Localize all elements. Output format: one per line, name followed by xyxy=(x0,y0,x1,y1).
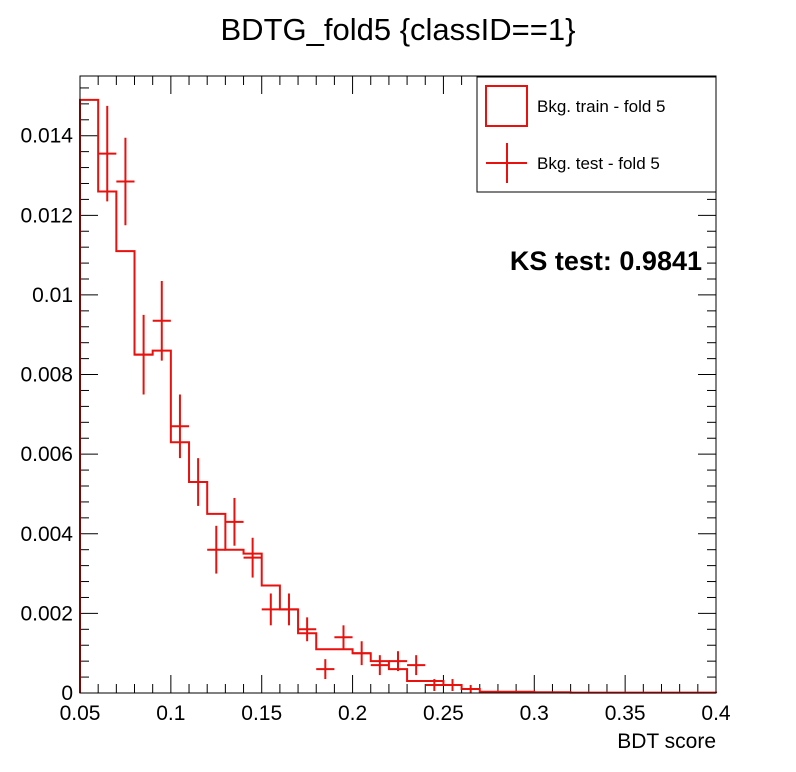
x-tick-label: 0.35 xyxy=(605,702,646,725)
legend-box xyxy=(476,76,717,193)
chart-title: BDTG_fold5 {classID==1} xyxy=(221,12,576,47)
y-tick-label: 0.014 xyxy=(20,125,73,148)
y-tick-label: 0.004 xyxy=(20,523,73,546)
test-point xyxy=(261,593,280,626)
test-point xyxy=(370,655,389,676)
test-point xyxy=(170,394,190,459)
x-tick-label: 0.15 xyxy=(241,702,282,725)
train-histogram xyxy=(79,98,717,694)
test-point xyxy=(98,105,117,202)
test-point xyxy=(352,641,371,666)
x-axis-title: BDT score xyxy=(617,730,716,753)
x-tick-label: 0.2 xyxy=(338,702,367,725)
legend: Bkg. train - fold 5 Bkg. test - fold 5 xyxy=(476,76,717,193)
test-point xyxy=(225,497,244,546)
x-tick-label: 0.25 xyxy=(423,702,464,725)
x-tick-label: 0.4 xyxy=(701,702,731,725)
y-tick-label: 0.002 xyxy=(20,602,73,625)
x-tick-label: 0.05 xyxy=(60,702,101,725)
test-point xyxy=(279,593,299,626)
y-tick-label: 0.01 xyxy=(32,284,73,307)
y-tick-labels: 0 0.002 0.004 0.006 0.008 0.01 0.012 0.014 xyxy=(20,125,73,705)
test-point xyxy=(461,685,480,693)
legend-train-label: Bkg. train - fold 5 xyxy=(537,97,666,116)
test-point xyxy=(134,314,153,395)
legend-test-label: Bkg. test - fold 5 xyxy=(537,154,660,173)
legend-train-swatch xyxy=(485,85,528,127)
y-tick-label: 0.008 xyxy=(20,364,73,387)
test-point xyxy=(443,679,462,692)
test-points xyxy=(98,105,480,693)
x-tick-label: 0.3 xyxy=(520,702,549,725)
train-histogram-outline xyxy=(79,98,717,694)
test-point xyxy=(243,537,262,578)
y-tick-label: 0 xyxy=(61,682,73,705)
test-point xyxy=(316,659,335,680)
x-tick-label: 0.1 xyxy=(156,702,185,725)
test-point xyxy=(388,651,408,672)
test-point xyxy=(189,458,208,506)
test-point xyxy=(334,625,353,650)
test-point xyxy=(207,525,226,574)
y-tick-label: 0.012 xyxy=(20,204,73,227)
test-point xyxy=(116,137,135,226)
test-point xyxy=(407,655,426,676)
test-point xyxy=(298,617,317,642)
plot-frame xyxy=(79,75,717,694)
test-point xyxy=(152,281,171,361)
x-tick-labels: 0.05 0.1 0.15 0.2 0.25 0.3 0.35 0.4 xyxy=(60,702,731,725)
ks-test-annotation: KS test: 0.9841 xyxy=(510,246,702,276)
y-tick-label: 0.006 xyxy=(20,443,73,466)
test-point xyxy=(425,679,444,692)
